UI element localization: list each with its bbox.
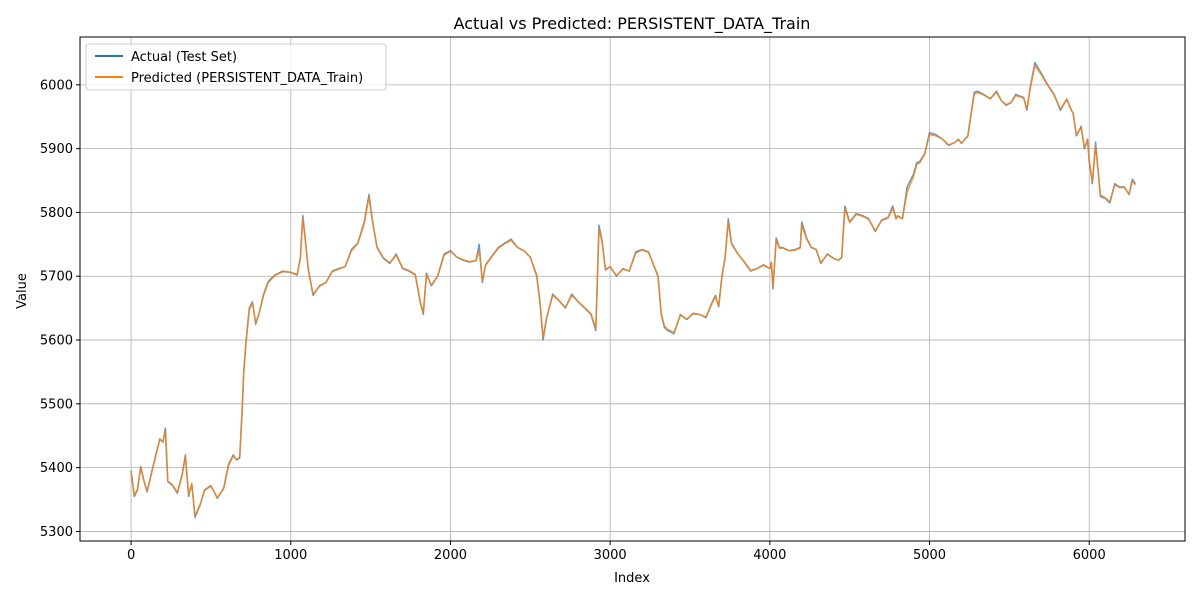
x-tick-label: 0	[127, 548, 135, 563]
y-axis-label: Value	[15, 273, 30, 309]
y-tick-label: 5900	[40, 142, 73, 157]
y-tick-label: 6000	[40, 78, 73, 93]
series-lines	[130, 61, 1137, 519]
x-tick-label: 3000	[594, 548, 627, 563]
x-tick-label: 4000	[753, 548, 786, 563]
x-tick-label: 5000	[913, 548, 946, 563]
x-axis-ticks: 0 1000 2000 3000 4000 5000 6000	[127, 541, 1106, 563]
y-tick-label: 5600	[40, 334, 73, 349]
legend-label-predicted: Predicted (PERSISTENT_DATA_Train)	[131, 71, 363, 86]
y-tick-label: 5400	[40, 461, 73, 476]
legend: Actual (Test Set) Predicted (PERSISTENT_…	[85, 43, 387, 91]
series-line-predicted	[130, 64, 1137, 517]
y-tick-label: 5500	[40, 397, 73, 412]
x-tick-label: 6000	[1073, 548, 1106, 563]
legend-box	[85, 43, 387, 91]
y-tick-label: 5700	[40, 270, 73, 285]
legend-label-actual: Actual (Test Set)	[131, 50, 237, 65]
x-tick-label: 1000	[274, 548, 307, 563]
y-tick-label: 5800	[40, 206, 73, 221]
grid	[80, 37, 1185, 541]
x-tick-label: 2000	[434, 548, 467, 563]
y-tick-label: 5300	[40, 525, 73, 540]
x-axis-label: Index	[614, 571, 650, 586]
chart-title: Actual vs Predicted: PERSISTENT_DATA_Tra…	[454, 14, 811, 34]
axes-frame	[79, 36, 1186, 542]
y-axis-ticks: 5300 5400 5500 5600 5700 5800 5900 6000	[40, 78, 80, 540]
